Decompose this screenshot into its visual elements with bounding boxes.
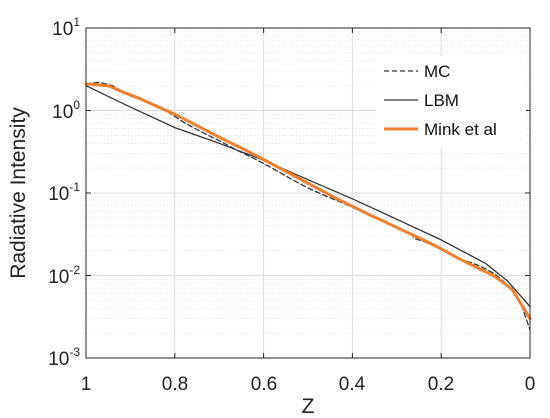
series-line-mink-et-al [84, 82, 532, 321]
legend-label-mc: MC [424, 62, 450, 81]
x-tick-label: 0 [525, 374, 536, 395]
series-line-lbm [85, 85, 531, 308]
series-layer [84, 81, 532, 331]
y-tick-label: 10-2 [48, 263, 80, 288]
y-tick-label: 10-3 [48, 345, 80, 370]
x-tick-label: 0.4 [339, 374, 366, 395]
y-tick-label: 101 [52, 15, 80, 40]
y-tick-label: 100 [52, 98, 80, 123]
series-line-mc [85, 81, 531, 331]
x-tick-label: 0.2 [428, 374, 454, 395]
legend-label-lbm: LBM [424, 91, 459, 110]
x-tick-labels: 1 0.8 0.6 0.4 0.2 0 [81, 374, 536, 395]
legend: MC LBM Mink et al [376, 56, 526, 148]
legend-label-mink: Mink et al [424, 120, 497, 139]
x-tick-label: 0.8 [162, 374, 188, 395]
x-tick-label: 1 [81, 374, 92, 395]
x-axis-label: Z [302, 395, 315, 418]
tick-marks [85, 27, 531, 359]
y-tick-labels: 10-3 10-2 10-1 100 101 [48, 15, 80, 370]
y-tick-label: 10-1 [48, 180, 80, 205]
x-tick-label: 0.6 [251, 374, 277, 395]
y-axis-label: Radiative Intensity [7, 107, 30, 279]
grid [86, 28, 530, 358]
